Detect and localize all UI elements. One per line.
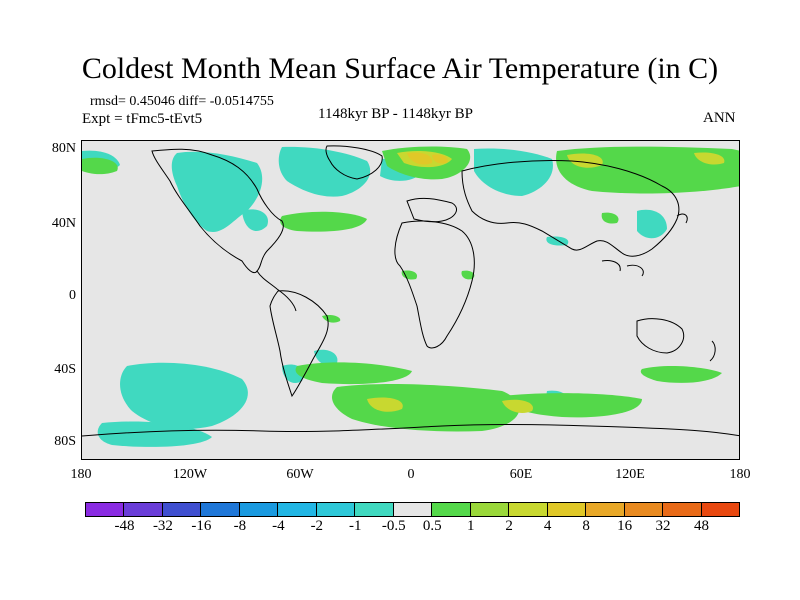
lon-label-60w: 60W <box>286 467 314 482</box>
colorbar-label: -48 <box>114 518 135 534</box>
colorbar-swatch <box>277 502 317 517</box>
lon-label-120w: 120W <box>172 467 208 482</box>
positive-anomaly-areas-1 <box>82 146 739 432</box>
lat-label-40n: 40N <box>51 216 76 231</box>
colorbar-swatch <box>508 502 548 517</box>
colorbar-swatch <box>623 502 664 517</box>
colorbar-swatch <box>354 502 394 517</box>
colorbar-swatch <box>315 502 356 517</box>
colorbar-label: 1 <box>466 518 475 534</box>
map-panel <box>81 140 740 460</box>
colorbar-swatch <box>200 502 240 517</box>
colorbar-swatch <box>238 502 279 517</box>
colorbar-swatch <box>700 502 740 517</box>
colorbar-label: 16 <box>617 518 633 534</box>
period-label: 1148kyr BP - 1148kyr BP <box>318 106 474 122</box>
colorbar-swatch <box>431 502 471 517</box>
colorbar-label: -0.5 <box>381 518 406 534</box>
stats-line: rmsd= 0.45046 diff= -0.0514755 <box>90 94 274 109</box>
lon-label-180w: 180 <box>70 467 92 482</box>
lon-label-180e: 180 <box>729 467 751 482</box>
coastlines <box>82 145 739 437</box>
colorbar-swatch <box>123 502 163 517</box>
colorbar-swatch <box>161 502 202 517</box>
colorbar <box>85 502 740 517</box>
colorbar-label: -8 <box>233 518 247 534</box>
colorbar-label: -16 <box>191 518 212 534</box>
colorbar-label: 4 <box>543 518 552 534</box>
lat-label-40s: 40S <box>54 362 76 377</box>
lon-label-0: 0 <box>407 467 415 482</box>
colorbar-swatch <box>585 502 625 517</box>
colorbar-label: -2 <box>310 518 324 534</box>
colorbar-label: 32 <box>655 518 671 534</box>
colorbar-swatch <box>546 502 587 517</box>
warm-anomaly-areas <box>407 152 448 165</box>
colorbar-label: -1 <box>349 518 362 534</box>
colorbar-label: 0.5 <box>422 518 442 534</box>
colorbar-label: 8 <box>582 518 590 534</box>
map-title: Coldest Month Mean Surface Air Temperatu… <box>81 52 719 85</box>
colorbar-label: 48 <box>694 518 710 534</box>
lon-label-120e: 120E <box>615 467 645 482</box>
experiment-label: Expt = tFmc5-tEvt5 <box>82 111 203 127</box>
colorbar-swatch <box>662 502 702 517</box>
colorbar-swatch <box>85 502 125 517</box>
colorbar-label: -32 <box>152 518 173 534</box>
lat-label-80n: 80N <box>51 141 76 156</box>
lat-label-0: 0 <box>69 288 76 303</box>
map-canvas <box>82 141 739 459</box>
lat-label-80s: 80S <box>54 434 76 449</box>
lon-label-60e: 60E <box>509 467 533 482</box>
colorbar-label: 2 <box>505 518 513 534</box>
colorbar-label: -4 <box>272 518 285 534</box>
colorbar-swatch <box>469 502 510 517</box>
colorbar-swatch <box>392 502 433 517</box>
season-label: ANN <box>703 110 736 126</box>
